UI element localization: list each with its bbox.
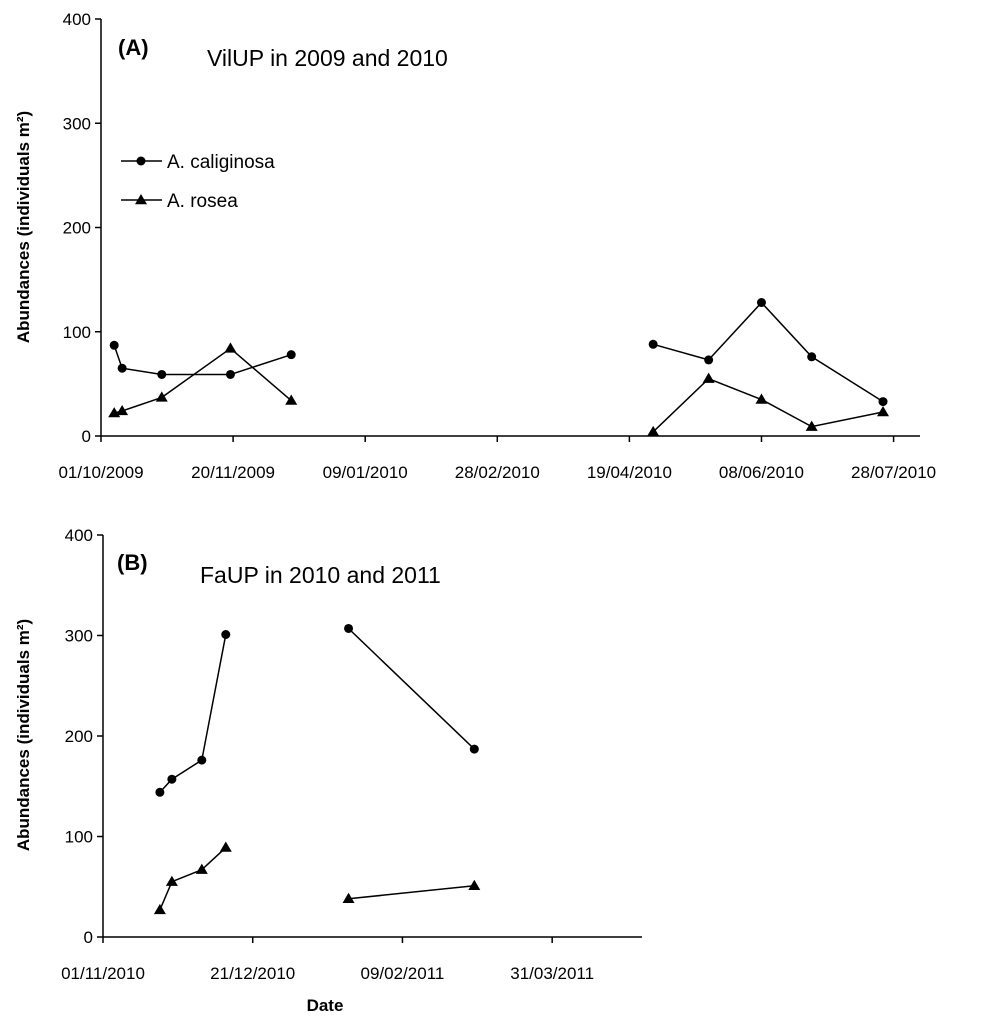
panel-a-chart: (A) VilUP in 2009 and 2010 Abundances (i… — [14, 10, 936, 482]
panel-b-y-tick-label: 300 — [65, 627, 93, 646]
panel-a-x-tick-label: 20/11/2009 — [191, 463, 275, 482]
panel-b-chart: (B) FaUP in 2010 and 2011 Abundances (in… — [14, 526, 642, 983]
panel-a-data-point — [224, 342, 237, 353]
panel-a-data-point — [117, 363, 127, 373]
panel-a-data-point — [755, 393, 768, 404]
panel-a-y-tick-label: 300 — [63, 114, 91, 133]
panel-a-x-tick-label: 28/07/2010 — [851, 463, 936, 482]
panel-a-data-point — [116, 404, 129, 416]
x-axis-title: Date — [307, 996, 344, 1015]
panel-b-y-tick-label: 200 — [65, 727, 93, 746]
panel-a-data-point — [109, 340, 119, 350]
panel-a-y-tick-label: 400 — [63, 10, 91, 29]
panel-a-series-rosea — [108, 342, 890, 437]
panel-a-data-point — [877, 406, 890, 417]
panel-a-data-point — [647, 425, 660, 437]
panel-b-x-tick-label: 09/02/2011 — [361, 964, 445, 983]
panel-a-data-point — [285, 394, 298, 405]
panel-b-y-tick-label: 100 — [65, 828, 93, 847]
panel-b-y-tick-label: 0 — [84, 928, 93, 947]
panel-b-series-line — [159, 634, 227, 793]
panel-a-x-tick-label: 01/10/2009 — [58, 463, 143, 482]
panel-a-x-tick-label: 19/04/2010 — [587, 463, 672, 482]
panel-a-y-tick-label: 0 — [82, 427, 91, 446]
panel-b-data-point — [153, 903, 166, 915]
panel-a-data-point — [157, 369, 167, 379]
panel-b-x-tick-label: 31/03/2011 — [510, 964, 594, 983]
panel-b-ylabel: Abundances (individuals m²) — [14, 619, 33, 851]
panel-a-series-line — [652, 377, 884, 433]
panel-a-series-line — [652, 301, 884, 403]
panel-b-title: FaUP in 2010 and 2011 — [200, 562, 441, 588]
legend-label: A. rosea — [167, 191, 238, 212]
panel-a-data-point — [648, 339, 658, 349]
legend-marker — [135, 194, 147, 205]
panel-a-y-tick-label: 100 — [63, 323, 91, 342]
panel-b-series-line — [347, 627, 475, 750]
panel-b-data-point — [219, 841, 232, 852]
panel-b-data-point — [197, 755, 207, 765]
panel-a-data-point — [807, 352, 817, 362]
panel-b-data-point — [167, 774, 177, 784]
panel-b-data-point — [344, 623, 354, 633]
panel-b-data-point — [155, 787, 165, 797]
panel-a-series-line — [113, 345, 292, 376]
panel-b-x-tick-label: 21/12/2010 — [210, 964, 295, 983]
panel-a-y-tick-label: 200 — [63, 219, 91, 238]
panel-a-title: VilUP in 2009 and 2010 — [207, 45, 448, 71]
panel-b-data-point — [221, 629, 231, 639]
legend-marker — [136, 156, 146, 166]
panel-b-data-point — [342, 892, 355, 904]
panel-a-data-point — [225, 369, 235, 379]
panel-a-data-point — [286, 350, 296, 360]
panel-a-x-tick-label: 08/06/2010 — [719, 463, 804, 482]
panel-b-x-tick-label: 01/11/2010 — [61, 964, 145, 983]
panel-b-series-line — [348, 884, 475, 900]
panel-b-data-point — [165, 875, 178, 886]
panel-a-data-point — [878, 397, 888, 407]
panel-a-data-point — [702, 372, 715, 383]
panel-a-ylabel: Abundances (individuals m²) — [14, 111, 33, 343]
panel-a-label: (A) — [118, 35, 149, 60]
legend: A. caliginosa A. rosea — [121, 152, 275, 212]
panel-a-x-tick-label: 09/01/2010 — [323, 463, 408, 482]
panel-b-data-point — [468, 879, 481, 890]
panel-a-data-point — [155, 391, 168, 402]
panel-a-series-caliginosa — [109, 298, 888, 407]
panel-b-y-tick-label: 400 — [65, 526, 93, 545]
panel-a-data-point — [704, 355, 714, 365]
panel-a-x-tick-label: 28/02/2010 — [455, 463, 540, 482]
panel-a-data-point — [805, 420, 818, 431]
panel-b-series-line — [159, 847, 227, 911]
panel-b-label: (B) — [117, 550, 148, 575]
legend-label: A. caliginosa — [167, 152, 275, 173]
panel-b-data-point — [469, 744, 479, 754]
panel-a-data-point — [756, 298, 766, 308]
panel-b-series-rosea — [153, 841, 481, 915]
panel-a-series-line — [114, 347, 292, 414]
panel-b-data-point — [195, 863, 208, 874]
panel-b-series-caliginosa — [155, 623, 479, 797]
